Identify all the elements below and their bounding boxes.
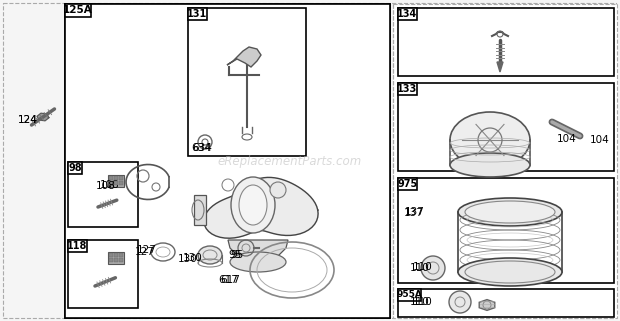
- Bar: [109, 258, 113, 262]
- Text: 110: 110: [410, 297, 430, 307]
- Text: 118: 118: [68, 241, 88, 251]
- Text: 975: 975: [397, 179, 418, 189]
- Polygon shape: [194, 195, 206, 225]
- Bar: [398, 83, 614, 171]
- Text: 130: 130: [178, 254, 198, 264]
- Bar: [108, 175, 124, 187]
- Text: 104: 104: [590, 135, 609, 145]
- Bar: [188, 8, 207, 20]
- Bar: [119, 176, 123, 180]
- Text: 617: 617: [218, 275, 238, 285]
- Ellipse shape: [231, 177, 275, 233]
- Text: eReplacementParts.com: eReplacementParts.com: [218, 155, 362, 169]
- Polygon shape: [497, 62, 503, 72]
- Bar: [398, 289, 421, 300]
- Text: 617: 617: [220, 275, 240, 285]
- Text: 131: 131: [187, 9, 208, 19]
- Ellipse shape: [450, 112, 530, 168]
- Polygon shape: [37, 113, 49, 121]
- Bar: [68, 240, 138, 308]
- Bar: [114, 181, 118, 185]
- Text: 130: 130: [183, 253, 203, 263]
- Ellipse shape: [458, 198, 562, 226]
- Bar: [398, 289, 614, 317]
- Text: 98: 98: [68, 163, 82, 173]
- Bar: [65, 4, 390, 318]
- Bar: [114, 253, 118, 257]
- Bar: [188, 8, 306, 156]
- Text: 124: 124: [18, 115, 38, 125]
- Text: 127: 127: [135, 247, 155, 257]
- Bar: [109, 181, 113, 185]
- Bar: [114, 258, 118, 262]
- Text: 137: 137: [404, 208, 424, 218]
- Polygon shape: [204, 178, 318, 238]
- Text: 108: 108: [96, 181, 116, 191]
- Bar: [398, 178, 417, 190]
- Bar: [119, 258, 123, 262]
- Text: 634: 634: [191, 143, 211, 153]
- Text: 110: 110: [413, 297, 433, 307]
- Ellipse shape: [198, 246, 222, 264]
- Bar: [109, 253, 113, 257]
- Text: 124: 124: [18, 115, 38, 125]
- Text: 125A: 125A: [63, 5, 92, 15]
- Text: 634: 634: [192, 143, 212, 153]
- Polygon shape: [227, 47, 261, 67]
- Bar: [68, 162, 138, 227]
- Ellipse shape: [465, 201, 555, 223]
- Ellipse shape: [421, 256, 445, 280]
- Text: 108: 108: [100, 180, 120, 190]
- Text: 95: 95: [230, 250, 243, 260]
- Bar: [65, 4, 91, 16]
- Polygon shape: [479, 299, 495, 310]
- Ellipse shape: [449, 291, 471, 313]
- Bar: [109, 176, 113, 180]
- Bar: [398, 8, 614, 76]
- Text: 104: 104: [557, 134, 577, 144]
- Bar: [393, 4, 617, 318]
- Bar: [398, 83, 417, 95]
- Text: 134: 134: [397, 9, 418, 19]
- Text: 127: 127: [137, 245, 157, 255]
- Bar: [68, 240, 87, 252]
- Polygon shape: [228, 240, 288, 262]
- Bar: [65, 4, 390, 318]
- Ellipse shape: [230, 252, 286, 272]
- Text: 110: 110: [413, 262, 433, 272]
- Circle shape: [270, 182, 286, 198]
- Ellipse shape: [239, 185, 267, 225]
- Bar: [114, 176, 118, 180]
- Bar: [119, 253, 123, 257]
- Bar: [119, 181, 123, 185]
- Ellipse shape: [458, 258, 562, 286]
- Bar: [68, 162, 82, 174]
- Bar: [108, 252, 124, 264]
- Text: 95: 95: [228, 250, 241, 260]
- Text: 955A: 955A: [396, 290, 422, 299]
- Bar: [398, 178, 614, 283]
- Ellipse shape: [450, 153, 530, 177]
- Text: 133: 133: [397, 84, 418, 94]
- Text: 110: 110: [410, 263, 430, 273]
- Bar: [398, 8, 417, 20]
- Text: 137: 137: [405, 207, 425, 217]
